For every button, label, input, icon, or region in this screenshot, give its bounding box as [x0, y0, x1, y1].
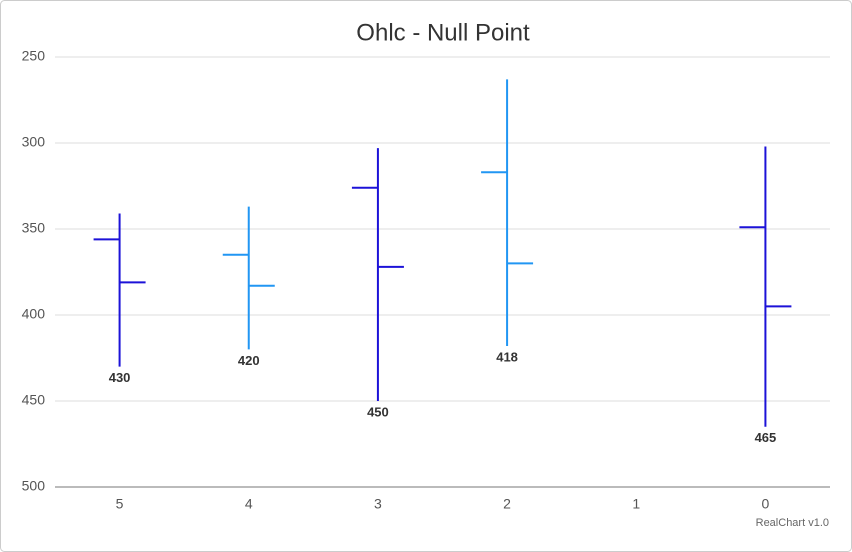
value-label: 465 — [755, 430, 777, 445]
credits: RealChart v1.0 — [756, 517, 829, 529]
x-tick-label: 4 — [245, 496, 253, 512]
y-tick-label: 500 — [22, 478, 46, 494]
x-tick-label: 1 — [632, 496, 640, 512]
x-tick-label: 0 — [762, 496, 770, 512]
value-label: 430 — [109, 370, 131, 385]
chart-title: Ohlc - Null Point — [356, 19, 530, 46]
x-tick-label: 5 — [116, 496, 124, 512]
y-tick-label: 250 — [22, 48, 46, 64]
y-tick-label: 400 — [22, 306, 46, 322]
y-tick-label: 300 — [22, 134, 46, 150]
y-tick-label: 350 — [22, 220, 46, 236]
value-label: 420 — [238, 353, 260, 368]
value-label: 418 — [496, 349, 518, 364]
value-label: 450 — [367, 404, 389, 419]
x-tick-label: 2 — [503, 496, 511, 512]
y-tick-label: 450 — [22, 392, 46, 408]
x-tick-label: 3 — [374, 496, 382, 512]
